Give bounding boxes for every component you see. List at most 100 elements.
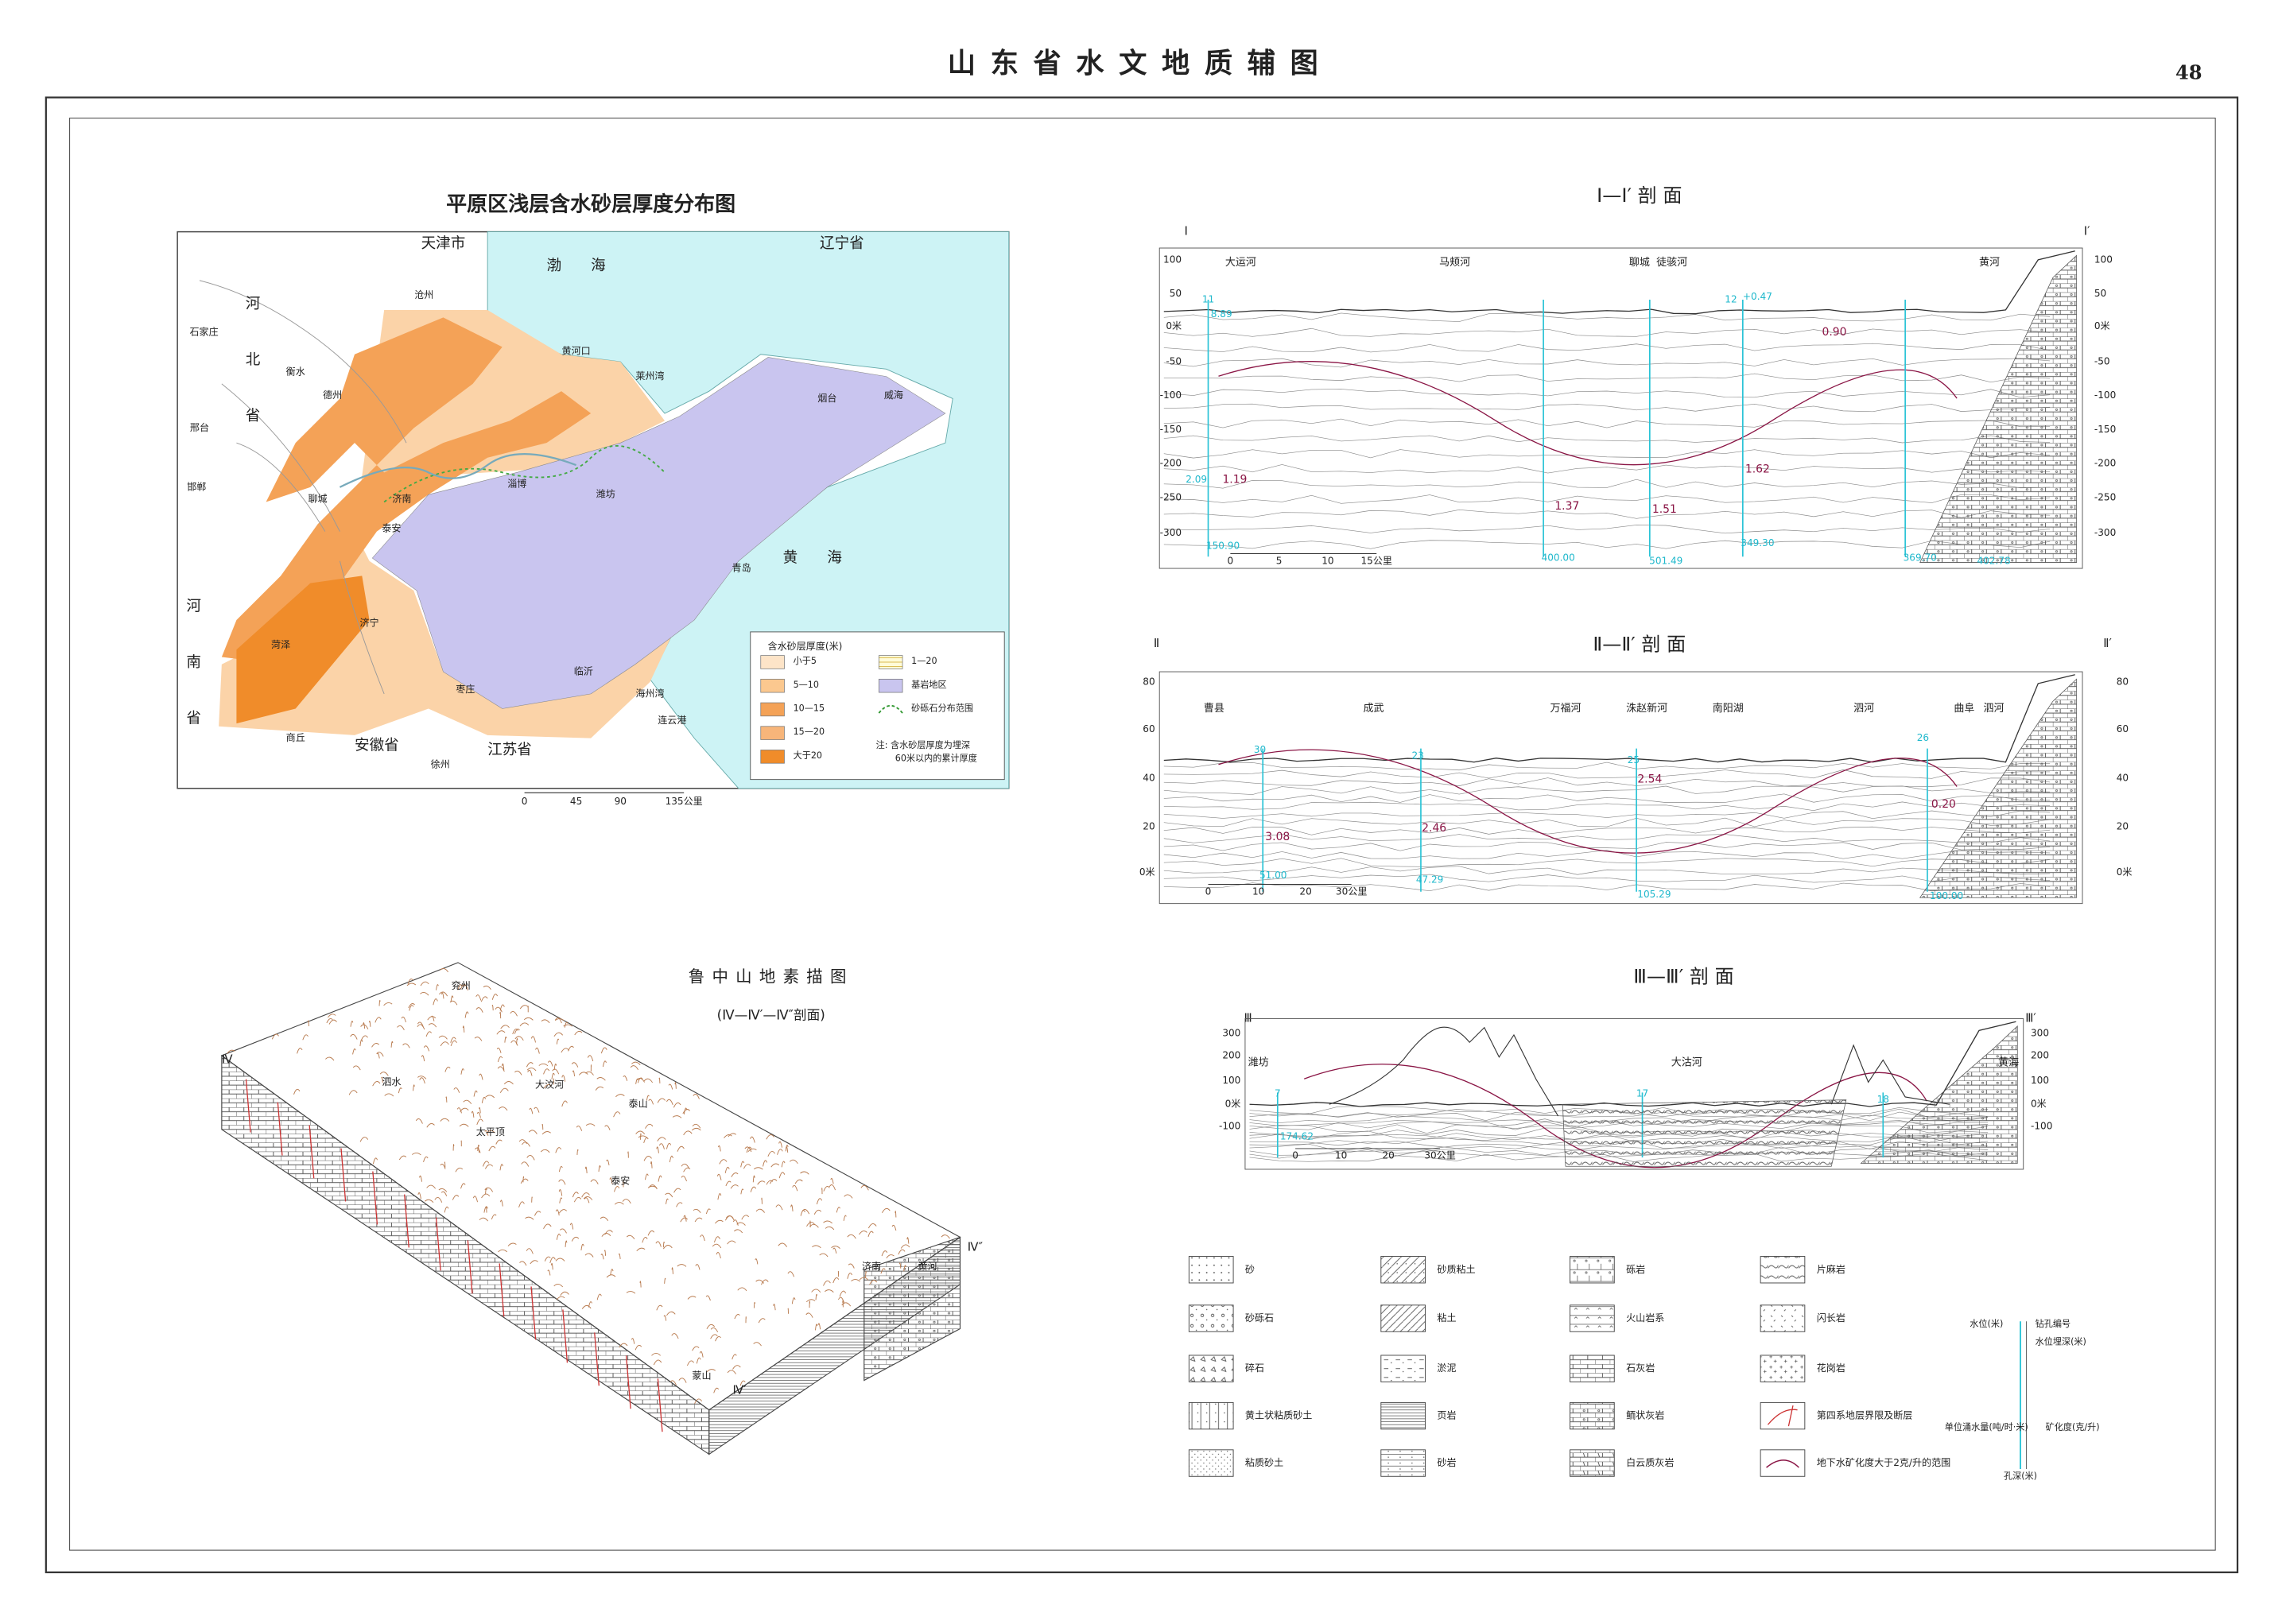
hill-hachure [482, 1161, 490, 1167]
hill-hachure [564, 1021, 569, 1028]
hill-hachure [479, 1107, 481, 1114]
sketch-label: 济南 [862, 1260, 881, 1272]
hill-hachure [730, 1184, 739, 1189]
well-figure: 11 [1202, 294, 1214, 305]
scale-label: 135公里 [666, 796, 703, 807]
hill-hachure [530, 1036, 536, 1043]
hill-hachure [558, 1179, 566, 1185]
hill-hachure [699, 1351, 704, 1358]
level-label: 0米 [1225, 1099, 1241, 1110]
hill-hachure [663, 1315, 667, 1321]
well-figure: 1.37 [1554, 500, 1579, 513]
hill-hachure [581, 1304, 592, 1309]
hill-hachure [464, 1011, 469, 1018]
section-frame [1158, 671, 2083, 905]
hill-hachure [525, 1216, 534, 1220]
hill-hachure [724, 1134, 732, 1138]
hill-hachure [581, 1192, 590, 1198]
legend-label: 闪长岩 [1817, 1312, 1845, 1324]
fault [499, 1263, 505, 1317]
hill-hachure [325, 1056, 335, 1061]
hill-hachure [368, 1021, 371, 1027]
hill-hachure [606, 1274, 616, 1278]
hill-hachure [484, 1187, 494, 1192]
hill-hachure [669, 1155, 673, 1163]
hill-hachure [540, 1149, 550, 1153]
hill-hachure [775, 1204, 783, 1211]
hill-hachure [440, 1118, 450, 1122]
hill-hachure [753, 1342, 762, 1347]
hill-hachure [851, 1279, 860, 1282]
legend-swatch [1760, 1401, 1806, 1430]
hill-hachure [326, 1018, 333, 1024]
hill-hachure [376, 1052, 380, 1059]
well-figure: 100.00 [1930, 890, 1963, 901]
hill-hachure [497, 1056, 503, 1063]
hill-hachure [510, 1010, 518, 1017]
hill-hachure [817, 1323, 821, 1330]
hill-hachure [778, 1242, 788, 1247]
layer-line [1163, 858, 2051, 867]
well-figure: 0.90 [1822, 326, 1847, 339]
place-label: 河南省 [184, 598, 200, 766]
hill-hachure [761, 1197, 763, 1204]
hill-hachure [491, 994, 499, 1000]
hill-hachure [636, 1247, 646, 1251]
place-label: 潍坊 [596, 488, 615, 500]
layer-line [1163, 449, 2051, 459]
legend-swatch [1188, 1256, 1234, 1284]
place-label: 衡水 [286, 366, 305, 378]
hill-hachure [480, 996, 488, 1002]
page-title: 山东省水文地质辅图 [948, 48, 1333, 80]
well-figure: 1.19 [1222, 474, 1247, 486]
hill-hachure [900, 1244, 910, 1249]
place-label: 安徽省 [355, 737, 399, 754]
well-figure: 0.20 [1931, 798, 1956, 811]
hill-hachure [463, 1099, 472, 1104]
hill-hachure [683, 1215, 687, 1222]
hill-hachure [573, 1196, 582, 1203]
place-label: 聊城 [309, 493, 328, 504]
hill-hachure [681, 1176, 687, 1182]
legend-title: 含水砂层厚度(米) [768, 640, 843, 652]
hill-hachure [459, 1123, 469, 1127]
hill-hachure [534, 1211, 541, 1216]
hill-hachure [906, 1237, 910, 1244]
hill-hachure [668, 1083, 673, 1090]
hill-hachure [390, 1041, 394, 1048]
hill-hachure [522, 1176, 525, 1183]
level-label: -100 [2031, 1121, 2052, 1132]
hill-hachure [687, 1360, 695, 1366]
hill-hachure [569, 1223, 574, 1230]
legend-swatch [1188, 1449, 1234, 1477]
hill-hachure [843, 1215, 847, 1221]
hill-hachure [486, 1130, 495, 1134]
fault [562, 1309, 569, 1363]
hill-hachure [526, 1068, 537, 1072]
hill-hachure [472, 1196, 478, 1203]
hill-hachure [677, 1264, 687, 1267]
hill-hachure [706, 1324, 715, 1329]
hill-hachure [626, 1234, 635, 1240]
hill-hachure [800, 1171, 809, 1175]
layer-line [1163, 418, 2051, 428]
hill-hachure [553, 1283, 564, 1288]
hill-hachure [384, 1093, 394, 1097]
hill-hachure [761, 1279, 769, 1285]
river-label: 徒骇河 [1656, 256, 1687, 269]
legend-swatch [1188, 1304, 1234, 1332]
hill-hachure [898, 1262, 902, 1269]
hill-hachure [519, 1261, 527, 1266]
hill-hachure [727, 1370, 736, 1374]
hill-hachure [440, 968, 448, 973]
legend-swatch [1380, 1355, 1426, 1382]
legend-label: 淤泥 [1437, 1362, 1456, 1374]
level-label: 40 [2117, 772, 2129, 783]
hill-hachure [656, 1304, 663, 1311]
layer-line [1163, 389, 2051, 398]
hill-hachure [744, 1146, 752, 1153]
hill-hachure [805, 1312, 813, 1318]
